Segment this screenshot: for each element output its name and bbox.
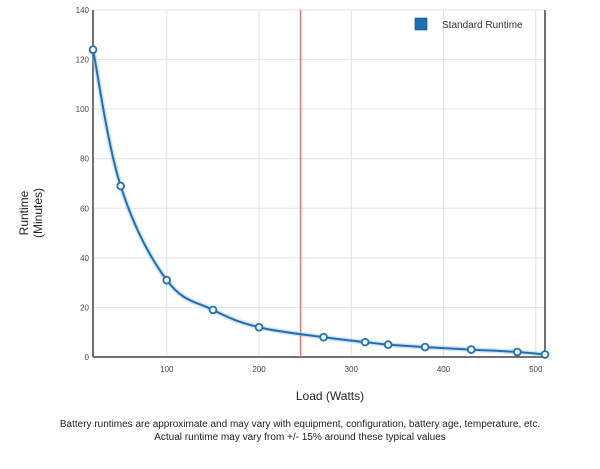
data-point [319,332,328,342]
data-point [420,342,430,352]
data-point [466,345,476,354]
legend-label: Standard Runtime [442,20,523,31]
x-tick-label: 300 [345,365,359,374]
data-point [540,350,550,359]
x-tick-label: 400 [437,365,451,374]
series-line-shadow [90,49,546,358]
data-point [208,305,218,315]
y-tick-label: 60 [80,204,89,213]
data-point [116,181,125,191]
data-point [383,340,393,349]
y-tick-label: 80 [80,155,89,164]
x-tick-label: 100 [160,365,174,374]
y-tick-label: 0 [85,353,90,362]
data-point [254,322,264,332]
y-axis-title-group: Runtime (Minutes) [17,188,45,238]
data-point [360,337,370,347]
tick-labels: 0 20 40 60 80 100 120 140 100 200 300 400 500 [76,6,543,374]
data-point [513,347,522,357]
legend-swatch [414,17,428,31]
y-tick-label: 40 [80,254,89,263]
x-tick-label: 500 [529,365,543,374]
x-axis-title: Load (Watts) [296,389,364,403]
series-line [92,49,546,356]
y-axis-title-line-2: (Minutes) [31,188,45,238]
x-tick-label: 200 [252,365,266,374]
y-tick-label: 100 [76,105,90,114]
y-axis-title-line-1: Runtime [17,190,31,235]
y-tick-label: 120 [76,56,90,65]
data-point [88,45,98,54]
data-point [162,275,172,285]
y-tick-label: 20 [80,303,89,312]
footer-line-1: Battery runtimes are approximate and may… [60,419,540,430]
legend: Standard Runtime [414,17,523,31]
series-layer [88,45,550,359]
axes [92,10,546,358]
y-tick-label: 140 [76,6,90,15]
footer-line-2: Actual runtime may vary from +/- 15% aro… [154,432,446,443]
grid-lines [93,9,545,358]
